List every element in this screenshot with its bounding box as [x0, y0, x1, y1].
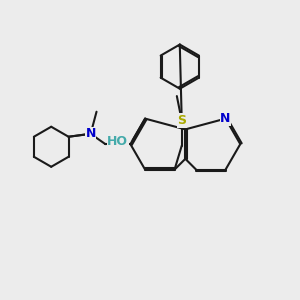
Text: S: S	[177, 114, 186, 127]
Text: HO: HO	[107, 135, 128, 148]
Text: N: N	[220, 112, 231, 125]
Text: N: N	[85, 127, 96, 140]
